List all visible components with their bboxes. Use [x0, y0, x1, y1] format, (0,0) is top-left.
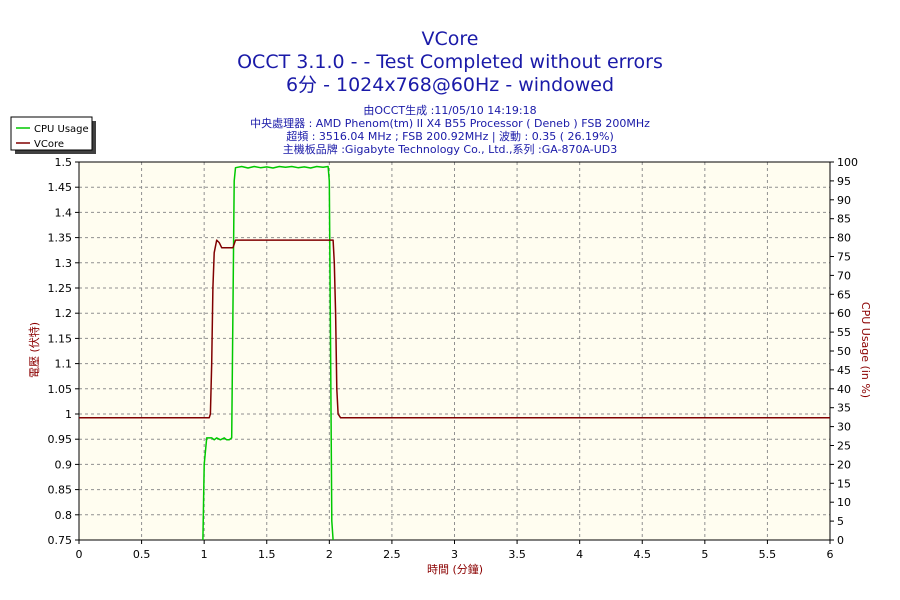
x-axis-label: 時間 (分鐘)	[427, 562, 483, 576]
plot-area: 0 0.5 1 1.5 2 2.5 3 3.5 4 4.5 5 5.5 6 0.75 0.8 0.85 0.9 0…	[48, 156, 859, 561]
y-right-tick-label: 70	[837, 269, 851, 282]
legend-cpu-usage-label: CPU Usage	[34, 124, 89, 135]
y-right-tick-label: 45	[837, 364, 851, 377]
x-tick-label: 1.5	[258, 548, 276, 561]
y-left-tick-label: 1.45	[48, 181, 73, 194]
y-right-tick-label: 90	[837, 194, 851, 207]
x-tick-label: 2	[326, 548, 333, 561]
info-line-generated: 由OCCT生成 :11/05/10 14:19:18	[363, 103, 536, 117]
info-line-cpu: 中央處理器 : AMD Phenom(tm) II X4 B55 Process…	[250, 116, 650, 130]
y-right-tick-label: 60	[837, 307, 851, 320]
y-right-tick-label: 10	[837, 496, 851, 509]
info-line-motherboard: 主機板品牌 :Gigabyte Technology Co., Ltd.,系列 …	[283, 142, 618, 156]
y-right-tick-label: 95	[837, 175, 851, 188]
y-left-tick-label: 1.4	[55, 206, 73, 219]
y-right-tick-label: 75	[837, 251, 851, 264]
info-line-clock: 超頻 : 3516.04 MHz ; FSB 200.92MHz | 波動 : …	[286, 129, 614, 143]
y-left-tick-label: 1.25	[48, 282, 73, 295]
y-right-tick-label: 25	[837, 440, 851, 453]
y-left-tick-label: 1.35	[48, 232, 73, 245]
y-left-tick-label: 1.15	[48, 332, 73, 345]
x-tick-label: 0.5	[133, 548, 151, 561]
y-left-tick-label: 0.85	[48, 484, 73, 497]
y-right-tick-label: 35	[837, 402, 851, 415]
y-right-tick-label: 15	[837, 477, 851, 490]
x-tick-label: 1	[201, 548, 208, 561]
legend-vcore-label: VCore	[34, 139, 64, 150]
y-left-tick-label: 0.8	[55, 509, 73, 522]
y-right-tick-label: 0	[837, 534, 844, 547]
x-tick-label: 4.5	[634, 548, 652, 561]
chart-title: VCore	[422, 28, 479, 50]
y-axis-right-label: CPU Usage (in %)	[859, 302, 872, 398]
y-left-tick-label: 0.95	[48, 433, 73, 446]
legend-box	[10, 116, 93, 151]
y-left-tick-label: 0.9	[55, 458, 73, 471]
x-tick-label: 3	[451, 548, 458, 561]
y-right-tick-label: 85	[837, 213, 851, 226]
y-right-tick-label: 5	[837, 515, 844, 528]
y-right-tick-label: 20	[837, 458, 851, 471]
y-left-tick-label: 1.05	[48, 383, 73, 396]
y-left-tick-label: 0.75	[48, 534, 73, 547]
y-right-tick-label: 30	[837, 421, 851, 434]
y-left-tick-label: 1.1	[55, 358, 73, 371]
y-right-tick-label: 55	[837, 326, 851, 339]
x-tick-label: 6	[827, 548, 834, 561]
vcore-series-line	[79, 239, 830, 419]
legend: CPU Usage VCore	[10, 116, 96, 154]
chart-subtitle-line-1: OCCT 3.1.0 - - Test Completed without er…	[237, 51, 663, 73]
y-left-tick-label: 1.2	[55, 307, 73, 320]
y-axis-left-label: 電壓 (伏特)	[27, 322, 41, 378]
cpu-usage-series-line	[202, 165, 334, 541]
y-right-tick-label: 80	[837, 232, 851, 245]
y-left-tick-label: 1.5	[55, 156, 73, 169]
chart-subtitle-line-2: 6分 - 1024x768@60Hz - windowed	[286, 74, 614, 96]
y-right-tick-label: 100	[837, 156, 858, 169]
x-tick-label: 3.5	[508, 548, 526, 561]
y-right-tick-label: 50	[837, 345, 851, 358]
y-left-tick-label: 1	[65, 408, 72, 421]
y-right-tick-label: 65	[837, 288, 851, 301]
x-tick-label: 5	[701, 548, 708, 561]
y-left-tick-label: 1.3	[55, 257, 73, 270]
x-tick-label: 2.5	[383, 548, 401, 561]
y-right-tick-label: 40	[837, 383, 851, 396]
x-tick-label: 0	[76, 548, 83, 561]
x-tick-label: 4	[576, 548, 583, 561]
x-tick-label: 5.5	[759, 548, 777, 561]
